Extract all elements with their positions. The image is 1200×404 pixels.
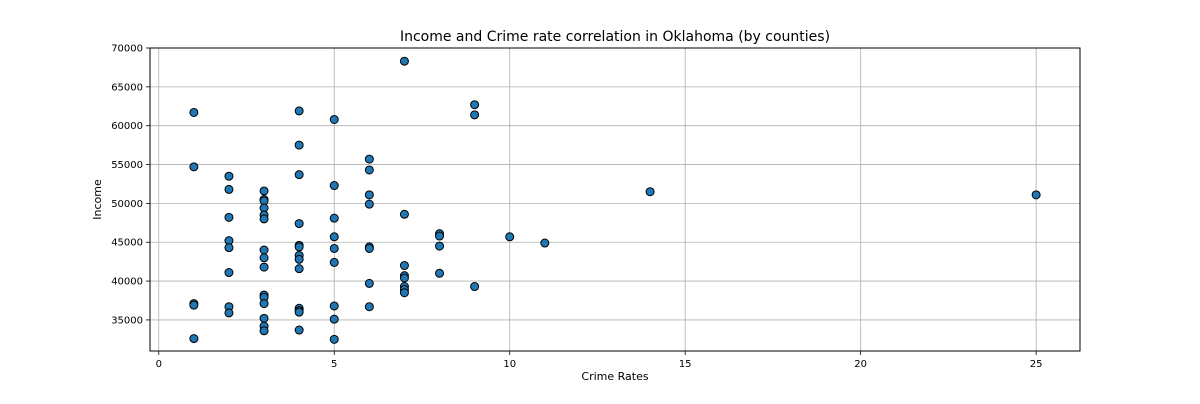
data-point (505, 232, 515, 242)
data-point (435, 268, 445, 278)
data-point (435, 241, 445, 251)
x-tick-label: 15 (679, 359, 692, 370)
data-point (399, 56, 409, 66)
data-point (329, 243, 339, 253)
data-point (329, 257, 339, 267)
data-point (259, 186, 269, 196)
data-point (329, 301, 339, 311)
data-point (294, 307, 304, 317)
data-point (364, 165, 374, 175)
data-point (224, 184, 234, 194)
data-point (364, 199, 374, 209)
data-point (294, 140, 304, 150)
data-point (189, 300, 199, 310)
x-tick-label: 25 (1030, 359, 1043, 370)
y-tick-label: 40000 (111, 277, 143, 288)
chart-title: Income and Crime rate correlation in Okl… (400, 29, 830, 45)
y-tick-label: 55000 (111, 160, 143, 171)
data-point (294, 219, 304, 229)
data-point (259, 262, 269, 272)
data-point (189, 107, 199, 117)
data-point (364, 278, 374, 288)
data-point (329, 181, 339, 191)
data-point (364, 190, 374, 200)
data-point (294, 106, 304, 116)
data-point (364, 154, 374, 164)
x-tick-label: 20 (854, 359, 867, 370)
axis-ticks: 0 5 10 15 20 25 35000 40000 45000 50000 55000 60000… (111, 44, 1042, 371)
y-tick-label: 60000 (111, 121, 143, 132)
data-point (294, 242, 304, 252)
data-point (1031, 190, 1041, 200)
data-point (470, 282, 480, 292)
data-point (329, 114, 339, 124)
y-tick-label: 65000 (111, 82, 143, 93)
data-point (259, 245, 269, 255)
data-points (189, 56, 1041, 344)
data-point (224, 308, 234, 318)
data-point (470, 100, 480, 110)
data-point (399, 288, 409, 298)
x-tick-label: 0 (156, 359, 162, 370)
data-point (259, 326, 269, 336)
data-point (294, 325, 304, 335)
data-point (189, 162, 199, 172)
y-tick-label: 70000 (111, 44, 143, 55)
data-point (294, 264, 304, 274)
data-point (259, 313, 269, 323)
data-point (259, 299, 269, 309)
data-point (399, 273, 409, 283)
y-tick-label: 50000 (111, 199, 143, 210)
y-axis-label: Income (91, 179, 104, 220)
y-tick-label: 35000 (111, 315, 143, 326)
data-point (224, 243, 234, 253)
data-point (470, 110, 480, 120)
y-tick-label: 45000 (111, 238, 143, 249)
data-point (259, 214, 269, 224)
data-point (189, 334, 199, 344)
data-point (540, 238, 550, 248)
plot-frame (149, 47, 1081, 352)
data-point (329, 334, 339, 344)
x-tick-label: 5 (331, 359, 337, 370)
data-point (294, 254, 304, 264)
data-point (329, 232, 339, 242)
data-point (329, 213, 339, 223)
x-axis-label: Crime Rates (581, 370, 648, 383)
data-point (329, 314, 339, 324)
data-point (294, 170, 304, 180)
data-point (399, 261, 409, 271)
data-point (435, 231, 445, 241)
data-point (645, 187, 655, 197)
data-point (224, 268, 234, 278)
data-point (399, 209, 409, 219)
data-point (224, 171, 234, 181)
data-point (364, 243, 374, 253)
data-point (364, 302, 374, 312)
x-tick-label: 10 (503, 359, 516, 370)
data-point (259, 253, 269, 263)
data-point (224, 212, 234, 222)
